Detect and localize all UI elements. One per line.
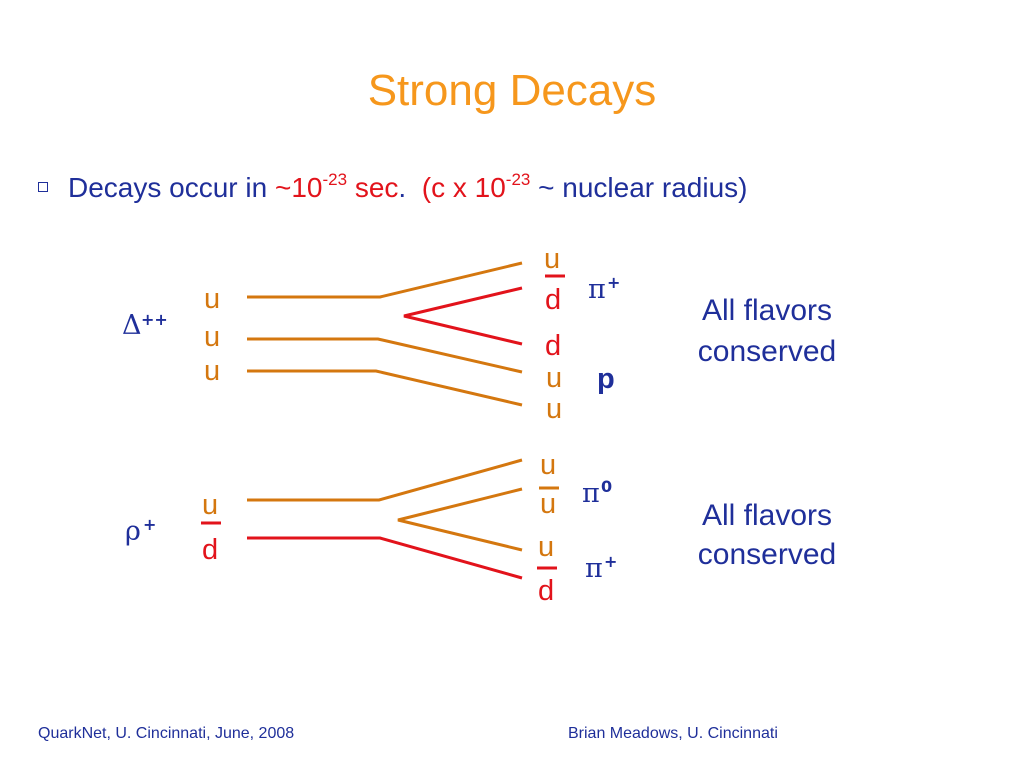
delta-quark-line-3 xyxy=(247,369,523,407)
delta-input-quark-1: u xyxy=(204,283,220,315)
delta-note-line-2: conserved xyxy=(698,335,836,368)
rho-note-line-2: conserved xyxy=(698,538,836,571)
delta-decay-diagram: Δ ++ u u u u d d u u π + p All flavors con… xyxy=(122,243,836,425)
delta-output-quark-2: d xyxy=(545,284,561,316)
rho-quark-line-2 xyxy=(247,536,523,580)
bullet-text-a: Decays occur in xyxy=(68,172,275,203)
rho-input-quark-2: d xyxy=(202,534,218,566)
rho-note-line-1: All flavors xyxy=(702,499,832,532)
rho-output-quark-4: d xyxy=(538,575,554,607)
delta-quark-line-1 xyxy=(247,261,523,299)
delta-note-line-1: All flavors xyxy=(702,294,832,327)
page-title: Strong Decays xyxy=(367,66,657,115)
bullet-sup-e: -23 xyxy=(505,170,531,189)
delta-output-quark-5: u xyxy=(546,393,562,425)
rho-input-quark-1: u xyxy=(202,489,218,521)
bullet-text-e: (c x 10 xyxy=(421,172,506,203)
bullet-sup-b: -23 xyxy=(322,170,348,189)
delta-product-1-charge: + xyxy=(607,273,620,292)
rho-output-quark-1: u xyxy=(540,449,556,481)
bullet-square-icon xyxy=(38,182,48,192)
rho-output-quark-3: u xyxy=(538,531,554,563)
rho-product-1-symbol: π xyxy=(582,478,600,509)
footer-right: Brian Meadows, U. Cincinnati xyxy=(568,725,778,742)
delta-output-quark-4: u xyxy=(546,362,562,394)
bullet-decay-time: Decays occur in ~10-23 sec. (c x 10-23 ~… xyxy=(38,170,748,212)
delta-pair-creation-line xyxy=(403,286,523,346)
delta-symbol: Δ xyxy=(122,310,142,341)
rho-pair-creation-line xyxy=(397,487,523,552)
bullet-text-d: . xyxy=(398,172,422,203)
delta-quark-line-2 xyxy=(247,337,523,374)
bullet-text-c: sec xyxy=(347,172,399,203)
delta-input-quark-3: u xyxy=(204,355,220,387)
rho-charge: + xyxy=(143,515,156,534)
footer-left: QuarkNet, U. Cincinnati, June, 2008 xyxy=(38,725,295,742)
rho-product-2-charge: + xyxy=(604,552,617,571)
bullet-text-f: ~ nuclear radius) xyxy=(530,172,748,203)
delta-input-quark-2: u xyxy=(204,321,220,353)
rho-output-quark-2: u xyxy=(540,488,556,520)
delta-charge: ++ xyxy=(141,310,168,329)
rho-symbol: ρ xyxy=(125,516,141,547)
rho-quark-line-1 xyxy=(247,458,523,502)
rho-product-1-charge: 0 xyxy=(601,477,612,496)
rho-product-2-symbol: π xyxy=(585,553,603,584)
delta-output-quark-3: d xyxy=(545,330,561,362)
bullet-text-b: ~10 xyxy=(274,172,323,203)
delta-output-quark-1: u xyxy=(544,243,560,275)
delta-product-2-symbol: p xyxy=(597,363,615,395)
delta-product-1-symbol: π xyxy=(588,274,606,305)
